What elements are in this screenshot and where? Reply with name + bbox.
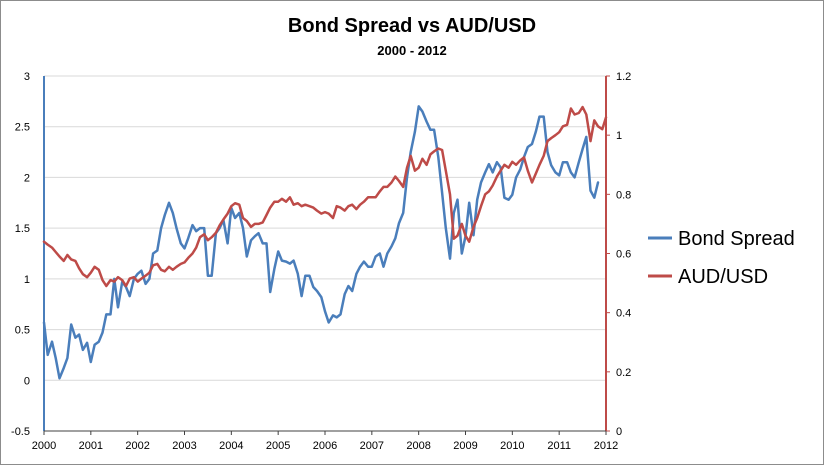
left-tick-label: 2 (24, 172, 30, 184)
x-tick-label: 2004 (219, 440, 243, 452)
left-tick-label: 0 (24, 375, 30, 387)
x-tick-label: 2006 (313, 440, 337, 452)
x-axis-ticks: 2000 2001 2002 2003 2004 2005 2006 2007 2008 2009… (32, 431, 618, 452)
right-tick-label: 1.2 (616, 71, 631, 83)
right-axis-ticks: 0 0.2 0.4 0.6 0.8 1 1.2 (606, 71, 631, 438)
left-tick-label: 2.5 (15, 122, 30, 134)
axes (43, 76, 607, 432)
chart-title: Bond Spread vs AUD/USD (288, 15, 536, 37)
right-tick-label: 0.8 (616, 189, 631, 201)
x-tick-label: 2009 (453, 440, 477, 452)
chart-subtitle: 2000 - 2012 (377, 43, 446, 58)
legend: Bond Spread AUD/USD (648, 228, 795, 288)
x-tick-label: 2005 (266, 440, 290, 452)
series-line-bond-spread (42, 105, 600, 380)
series-layer (42, 105, 608, 380)
right-tick-label: 0.6 (616, 249, 631, 261)
right-tick-label: 1 (616, 130, 622, 142)
legend-label: AUD/USD (678, 266, 768, 288)
x-tick-label: 2002 (125, 440, 149, 452)
left-tick-label: 1.5 (15, 223, 30, 235)
gridlines (44, 75, 606, 432)
x-tick-label: 2010 (500, 440, 524, 452)
x-tick-label: 2011 (547, 440, 571, 452)
left-tick-label: 1 (24, 274, 30, 286)
x-tick-label: 2001 (79, 440, 103, 452)
left-axis-ticks: -0.5 0 0.5 1 1.5 2 2.5 3 (11, 71, 30, 438)
legend-label: Bond Spread (678, 228, 795, 250)
series-line-aud-usd (42, 105, 608, 288)
x-tick-label: 2007 (360, 440, 384, 452)
x-tick-label: 2008 (406, 440, 430, 452)
left-tick-label: -0.5 (11, 426, 30, 438)
right-tick-label: 0.4 (616, 308, 631, 320)
x-tick-label: 2003 (172, 440, 196, 452)
right-tick-label: 0 (616, 426, 622, 438)
x-tick-label: 2012 (594, 440, 618, 452)
x-tick-label: 2000 (32, 440, 56, 452)
left-tick-label: 3 (24, 71, 30, 83)
right-tick-label: 0.2 (616, 367, 631, 379)
left-tick-label: 0.5 (15, 325, 30, 337)
